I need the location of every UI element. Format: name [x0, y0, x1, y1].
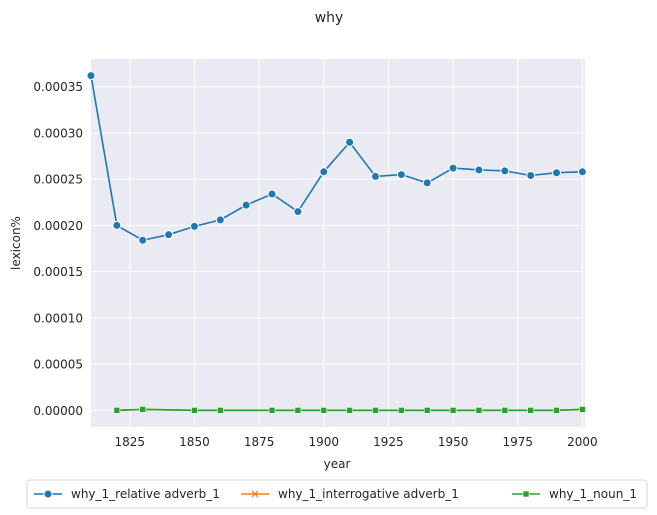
data-point [215, 215, 225, 225]
data-point [189, 221, 199, 231]
data-point [552, 168, 562, 178]
data-point [371, 171, 381, 181]
y-axis-label: lexicon% [9, 216, 23, 270]
x-axis-label: year [324, 457, 351, 471]
legend-label: why_1_relative adverb_1 [71, 487, 220, 501]
legend: why_1_relative adverb_1 why_1_interrogati… [26, 479, 648, 509]
legend-entry: why_1_relative adverb_1 [34, 487, 220, 501]
data-point [449, 407, 457, 414]
y-tick-label: 0.00015 [33, 265, 83, 279]
x-tick-label: 1875 [244, 435, 275, 449]
y-axis-ticks: 0.00000 0.00005 0.00010 0.00015 0.00020 0.000… [33, 80, 83, 418]
data-point [474, 165, 484, 175]
y-tick-label: 0.00020 [33, 219, 83, 233]
x-tick-label: 1900 [309, 435, 340, 449]
x-tick-label: 2000 [567, 435, 598, 449]
data-point [86, 71, 96, 81]
data-point [164, 230, 174, 240]
data-point [139, 406, 147, 413]
y-tick-label: 0.00030 [33, 126, 83, 140]
data-point [112, 220, 122, 230]
y-tick-label: 0.00035 [33, 80, 83, 94]
data-point [191, 407, 198, 414]
data-point [372, 407, 379, 414]
y-tick-label: 0.00005 [33, 358, 83, 372]
data-point [268, 407, 276, 414]
grid [91, 59, 585, 427]
series-1 [86, 71, 587, 245]
legend-frame [26, 479, 648, 509]
data-point [475, 407, 483, 414]
legend-label: why_1_noun_1 [549, 487, 637, 501]
x-tick-label: 1975 [502, 435, 533, 449]
x-tick-label: 1925 [373, 435, 404, 449]
series-3 [113, 406, 586, 414]
legend-marker [251, 490, 259, 498]
data-point [398, 407, 405, 414]
data-point [320, 407, 328, 414]
data-point [241, 200, 251, 210]
data-point [423, 407, 431, 414]
legend-label: why_1_interrogative adverb_1 [278, 487, 459, 501]
data-point [553, 407, 560, 414]
data-point [448, 163, 458, 173]
y-tick-label: 0.00010 [33, 311, 83, 325]
x-axis-ticks: 1825 1850 1875 1900 1925 1950 1975 2000 [115, 435, 598, 449]
legend-marker [522, 490, 530, 498]
legend-entry: why_1_interrogative adverb_1 [241, 487, 459, 501]
data-point [501, 407, 509, 414]
x-tick-label: 1825 [115, 435, 146, 449]
data-point [527, 407, 534, 414]
data-point [396, 170, 406, 180]
data-point [346, 407, 353, 414]
chart-title: why [315, 10, 344, 26]
x-tick-label: 1950 [438, 435, 469, 449]
y-tick-label: 0.00025 [33, 173, 83, 187]
y-tick-label: 0.00000 [33, 404, 83, 418]
data-point [294, 407, 302, 414]
data-point [267, 189, 277, 199]
data-point [422, 178, 432, 188]
x-tick-label: 1850 [179, 435, 210, 449]
data-point [526, 171, 536, 181]
data-point [579, 406, 586, 413]
data-point [293, 207, 303, 217]
data-point [500, 166, 510, 176]
data-point [345, 137, 355, 147]
data-point [138, 235, 148, 245]
data-point [577, 167, 587, 177]
series-layer [86, 71, 587, 414]
plot-area [91, 59, 585, 427]
data-point [217, 407, 224, 414]
legend-entry: why_1_noun_1 [512, 487, 637, 501]
legend-marker [43, 489, 53, 499]
data-point [113, 407, 121, 414]
data-point [319, 167, 329, 177]
